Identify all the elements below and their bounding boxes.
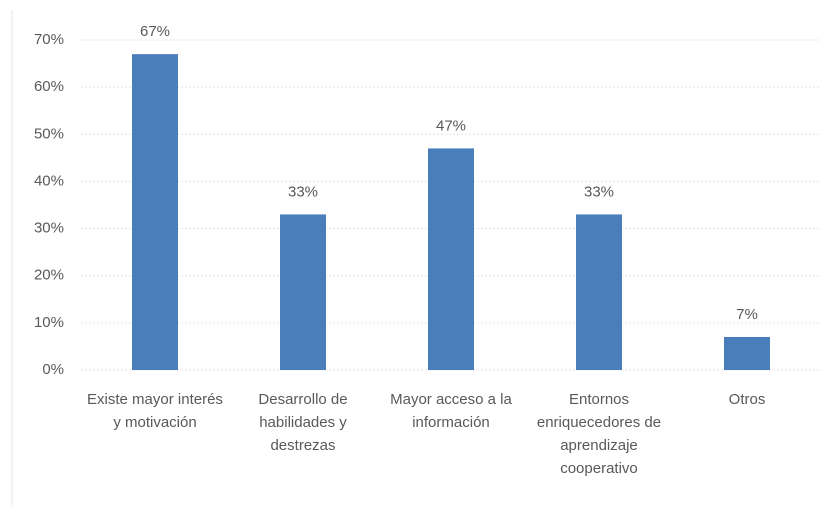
x-tick-label: Otros xyxy=(728,391,766,408)
x-tick-label: Existe mayor interés y motivación xyxy=(87,391,223,431)
y-tick-label: 30% xyxy=(34,220,64,237)
x-tick-label: Mayor acceso a la información xyxy=(390,391,512,431)
bar xyxy=(724,337,770,370)
y-tick-label: 50% xyxy=(34,125,64,142)
bar xyxy=(576,214,622,370)
data-label: 33% xyxy=(288,183,318,200)
x-tick-label: Desarrollo de habilidades y destrezas xyxy=(258,391,348,454)
bar xyxy=(428,148,474,370)
data-label: 33% xyxy=(584,183,614,200)
x-tick-label: Entornos enriquecedores de aprendizaje c… xyxy=(536,391,662,477)
bar xyxy=(132,54,178,371)
y-tick-label: 0% xyxy=(42,361,64,378)
data-label: 67% xyxy=(140,23,170,40)
y-tick-label: 40% xyxy=(34,172,64,189)
data-label: 47% xyxy=(436,117,466,134)
y-tick-label: 20% xyxy=(34,267,64,284)
y-tick-label: 10% xyxy=(34,314,64,331)
bar xyxy=(280,214,326,370)
y-tick-label: 60% xyxy=(34,78,64,95)
data-label: 7% xyxy=(736,306,758,323)
y-tick-label: 70% xyxy=(34,31,64,48)
